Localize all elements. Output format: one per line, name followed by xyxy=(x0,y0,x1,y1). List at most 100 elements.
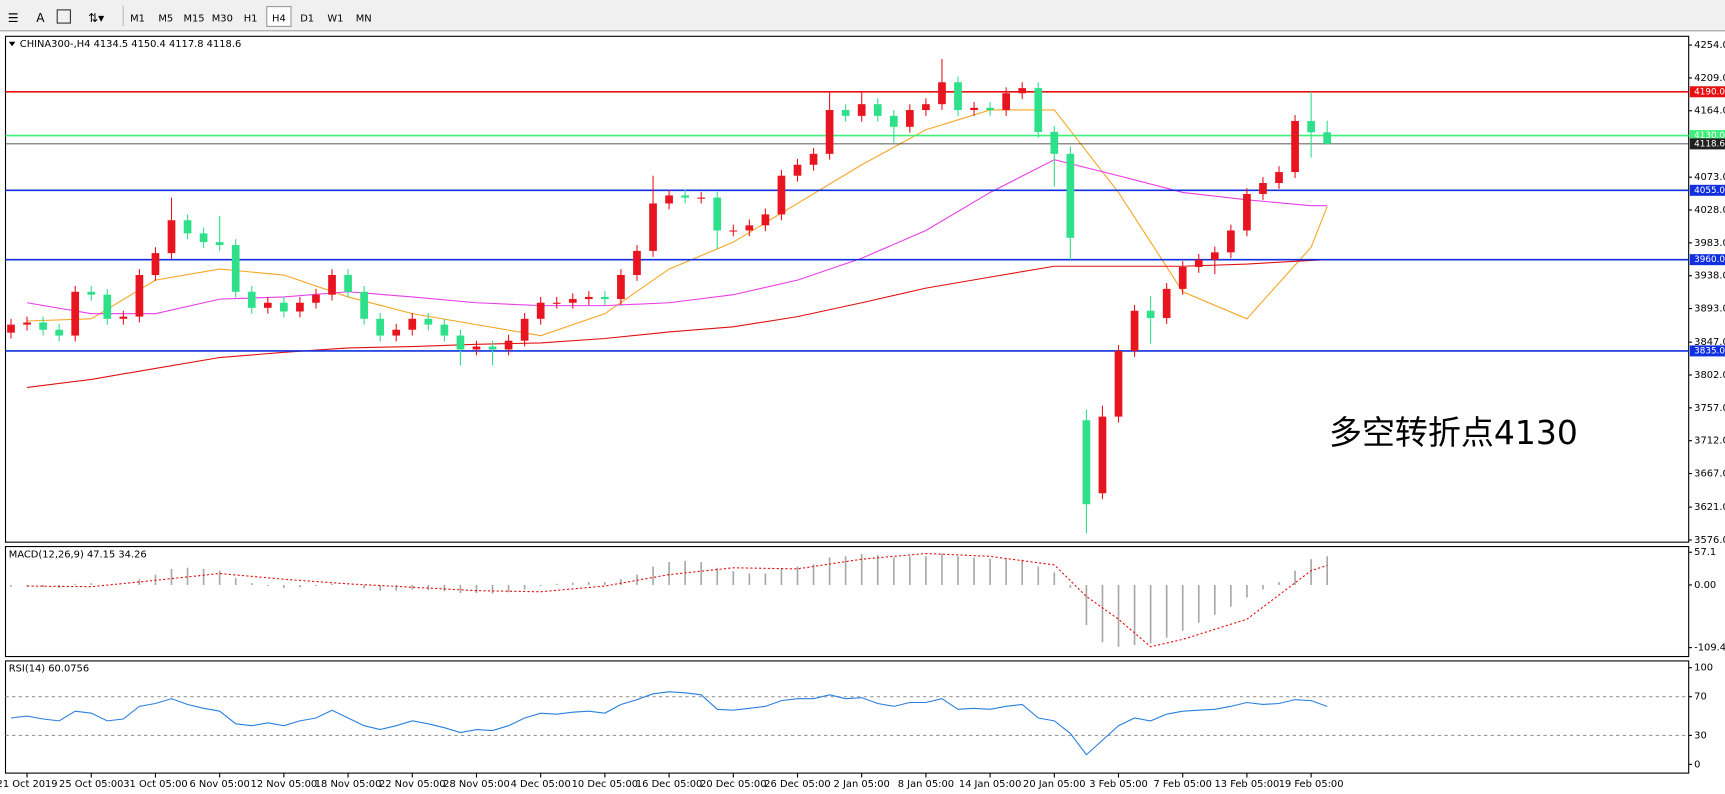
y-tick-label: 100 xyxy=(1694,663,1713,674)
candle-body xyxy=(954,82,962,111)
candle-body xyxy=(215,242,224,246)
level-label-bg xyxy=(1689,345,1725,357)
x-tick-label: 21 Oct 2019 xyxy=(0,779,58,790)
timeframe-button[interactable]: D1 xyxy=(300,14,314,25)
candle-body xyxy=(922,104,930,111)
candle-body xyxy=(1146,310,1155,319)
timeframe-button[interactable]: M30 xyxy=(212,14,233,25)
level-label: 3960.0 xyxy=(1694,255,1725,265)
y-tick-label: 3847.0 xyxy=(1694,337,1725,348)
candle-body xyxy=(825,110,834,154)
candle-body xyxy=(520,318,529,341)
candle-body xyxy=(472,346,481,350)
candle-body xyxy=(1098,416,1107,494)
candle-body xyxy=(777,175,786,215)
candle-body xyxy=(312,294,320,303)
candle-body xyxy=(1323,132,1332,144)
candle-body xyxy=(986,107,994,111)
candle-body xyxy=(119,316,128,319)
level-label: 3835.0 xyxy=(1694,346,1725,356)
y-tick-label: 3983.0 xyxy=(1694,238,1725,249)
candle-body xyxy=(151,253,160,275)
candle-body xyxy=(424,318,433,325)
x-tick-label: 26 Dec 05:00 xyxy=(764,779,830,790)
chart-title: CHINA300-,H4 4134.5 4150.4 4117.8 4118.6 xyxy=(20,39,241,50)
x-tick-label: 3 Feb 05:00 xyxy=(1089,779,1148,790)
timeframe-button[interactable]: H1 xyxy=(244,14,258,25)
level-label: 4190.0 xyxy=(1694,87,1725,97)
candle-body xyxy=(7,324,15,333)
rsi-line xyxy=(10,691,1328,756)
moving-average xyxy=(26,259,1328,388)
candle-body xyxy=(873,104,882,116)
x-tick-label: 20 Dec 05:00 xyxy=(700,779,766,790)
x-tick-label: 14 Jan 05:00 xyxy=(959,779,1022,790)
y-tick-label: 30 xyxy=(1694,730,1707,741)
candle-body xyxy=(456,335,465,350)
candle-body xyxy=(681,195,689,198)
candle-body xyxy=(39,322,47,330)
macd-title: MACD(12,26,9) 47.15 34.26 xyxy=(9,549,147,560)
candle-body xyxy=(344,274,352,292)
y-tick-label: 3802.0 xyxy=(1694,370,1725,381)
candle-body xyxy=(87,291,96,295)
candle-body xyxy=(633,250,641,275)
candle-body xyxy=(1178,266,1187,289)
collapse-arrow[interactable] xyxy=(8,41,16,47)
x-tick-label: 2 Jan 05:00 xyxy=(834,779,890,790)
y-tick-label: 4254.0 xyxy=(1694,40,1725,51)
x-tick-label: 28 Nov 05:00 xyxy=(443,779,510,790)
timeframe-button[interactable]: M15 xyxy=(184,14,205,25)
x-tick-label: 7 Feb 05:00 xyxy=(1153,779,1212,790)
x-tick-label: 16 Dec 05:00 xyxy=(636,779,702,790)
y-tick-label: 0.00 xyxy=(1694,580,1716,591)
moving-average xyxy=(27,109,1328,337)
y-tick-label: 4028.0 xyxy=(1694,205,1725,216)
macd-panel xyxy=(4,546,1690,658)
y-tick-label: 57.1 xyxy=(1694,547,1716,558)
candle-body xyxy=(1307,120,1315,133)
menu-icon[interactable]: ☰ xyxy=(8,11,19,25)
candle-body xyxy=(729,230,738,232)
candle-body xyxy=(1227,230,1235,253)
candle-body xyxy=(841,110,850,116)
candle-body xyxy=(376,318,385,336)
timeframe-button[interactable]: H4 xyxy=(272,14,286,25)
x-tick-label: 4 Dec 05:00 xyxy=(511,779,571,790)
y-tick-label: -109.43 xyxy=(1694,643,1725,654)
arrow-tool[interactable]: ⇅▾ xyxy=(88,11,105,25)
candle-body xyxy=(1018,88,1027,94)
signal-line xyxy=(27,552,1328,648)
candle-body xyxy=(408,318,417,330)
candle-body xyxy=(552,302,561,304)
timeframe-button[interactable]: M1 xyxy=(130,14,145,25)
timeframe-button[interactable]: M5 xyxy=(158,14,173,25)
x-tick-label: 22 Nov 05:00 xyxy=(379,779,446,790)
candle-body xyxy=(889,115,898,127)
annotation: 多空转折点4130 xyxy=(1329,413,1578,452)
candle-body xyxy=(247,291,256,308)
y-tick-label: 4164.0 xyxy=(1694,106,1725,117)
y-tick-label: 4073.0 xyxy=(1694,172,1725,183)
timeframe-button[interactable]: W1 xyxy=(327,14,343,25)
candle-body xyxy=(761,214,770,226)
candle-body xyxy=(1291,120,1299,173)
candle-body xyxy=(970,107,978,111)
candle-body xyxy=(263,302,272,308)
x-tick-label: 6 Nov 05:00 xyxy=(190,779,250,790)
candle-body xyxy=(1162,288,1171,319)
timeframe-button[interactable]: MN xyxy=(356,14,372,25)
toolbar xyxy=(0,0,1725,31)
text-tool[interactable]: A xyxy=(36,11,45,25)
y-tick-label: 3893.0 xyxy=(1694,304,1725,315)
y-tick-label: 3712.0 xyxy=(1694,436,1725,447)
candle-body xyxy=(167,220,176,254)
candle-body xyxy=(857,104,866,116)
x-tick-label: 19 Feb 05:00 xyxy=(1279,779,1344,790)
y-tick-label: 4209.0 xyxy=(1694,73,1725,84)
label-tool[interactable] xyxy=(56,9,71,24)
candle-body xyxy=(1114,350,1123,417)
candle-body xyxy=(665,195,673,204)
candle-body xyxy=(1259,183,1267,194)
